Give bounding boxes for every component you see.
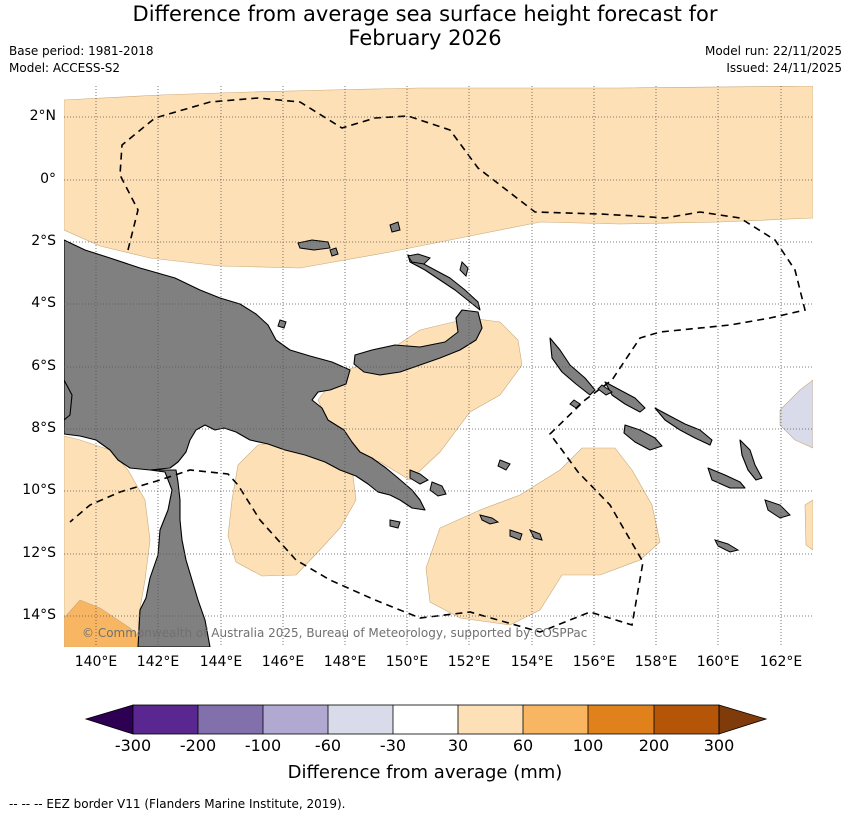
island-goodenough (409, 469, 429, 485)
issued-date: Issued: 24/11/2025 (726, 61, 842, 75)
lon-label-148e: 148°E (323, 654, 367, 670)
island-choiseul (597, 384, 613, 396)
colorbar-segment-3 (263, 705, 328, 734)
colorbar-tick-9: 200 (638, 736, 670, 755)
land-masses (64, 239, 763, 647)
land-solomon-malaita (654, 407, 713, 446)
map-area (64, 86, 813, 647)
lon-label-144e: 144°E (199, 654, 243, 670)
lat-label-10s: 10°S (22, 482, 56, 498)
anomaly-zone-west (64, 435, 151, 647)
colorbar-label: Difference from average (mm) (287, 762, 563, 783)
island-small-north-2 (329, 247, 339, 257)
island-small-north-1 (389, 221, 401, 233)
colorbar-segment-7 (523, 705, 588, 734)
colorbar-segment-6 (458, 705, 523, 734)
island-louisiade (509, 529, 523, 541)
lon-label-142e: 142°E (136, 654, 180, 670)
land-solomon-guadalcanal (623, 424, 663, 451)
island-rossel (528, 529, 543, 541)
lat-label-4s: 4°S (31, 295, 56, 311)
lat-label-14s: 14°S (22, 607, 56, 623)
anomaly-shading (64, 86, 813, 647)
land-new-britain (353, 309, 483, 376)
land-rennell (739, 439, 763, 481)
lon-label-156e: 156°E (572, 654, 616, 670)
land-solomon-makira (707, 467, 746, 489)
lon-label-158e: 158°E (634, 654, 678, 670)
island-small-east-2 (714, 539, 740, 553)
island-lihir (459, 261, 469, 277)
island-fergusson (429, 481, 447, 497)
eez-border (69, 97, 806, 633)
colorbar (84, 704, 768, 735)
eez-border-png-north (69, 97, 806, 633)
chart-title: Difference from average sea surface heig… (0, 2, 850, 50)
lon-label-146e: 146°E (261, 654, 305, 670)
lat-label-8s: 8°S (31, 420, 56, 436)
land-new-guinea (64, 239, 426, 511)
anomaly-zone-solomon-sea (425, 447, 661, 626)
island-new-hanover (407, 253, 431, 265)
lat-label-2s: 2°S (31, 233, 56, 249)
colorbar-tick-10: 300 (703, 736, 735, 755)
copyright-notice: © Commonwealth of Australia 2025, Bureau… (82, 626, 588, 640)
lon-label-152e: 152°E (447, 654, 491, 670)
land-new-ireland (407, 254, 481, 311)
lon-label-154e: 154°E (510, 654, 554, 670)
lon-label-160e: 160°E (696, 654, 740, 670)
lon-label-140e: 140°E (74, 654, 118, 670)
island-small-east-1 (764, 499, 791, 519)
lon-label-150e: 150°E (385, 654, 429, 670)
anomaly-zone-southwest-strong (64, 599, 151, 647)
island-misima (479, 514, 500, 525)
colorbar-tick-5: -30 (379, 736, 407, 755)
island-small-west-1 (277, 319, 287, 329)
colorbar-over-arrow (718, 704, 768, 735)
lat-label-2n: 2°N (29, 108, 56, 124)
island-manus (297, 239, 331, 251)
land-cape-york (137, 469, 211, 647)
title-line-2: February 2026 (348, 26, 502, 50)
meta-right: Model run: 22/11/2025 Issued: 24/11/2025 (705, 43, 842, 77)
lat-label-0: 0° (40, 171, 56, 187)
colorbar-tick-7: 60 (512, 736, 534, 755)
gridlines (64, 86, 813, 647)
title-line-1: Difference from average sea surface heig… (132, 2, 718, 26)
colorbar-segment-8 (588, 705, 654, 734)
island-trobriand (389, 519, 401, 529)
colorbar-tick-6: 30 (447, 736, 469, 755)
colorbar-tick-3: -100 (244, 736, 282, 755)
island-woodlark (497, 459, 511, 471)
colorbar-segment-5 (393, 705, 458, 734)
colorbar-segment-9 (654, 705, 719, 734)
lon-label-162e: 162°E (759, 654, 803, 670)
colorbar-segment-4 (328, 705, 393, 734)
model-run: Model run: 22/11/2025 (704, 44, 842, 58)
base-period: Base period: 1981-2018 (9, 44, 154, 58)
eez-legend-note: -- -- -- EEZ border V11 (Flanders Marine… (9, 797, 346, 811)
colorbar-under-arrow (84, 704, 134, 735)
colorbar-tick-4: -60 (314, 736, 342, 755)
small-islands (277, 221, 791, 553)
colorbar-tick-2: -200 (179, 736, 217, 755)
anomaly-zone-east-negative (779, 379, 813, 449)
colorbar-tick-8: 100 (572, 736, 604, 755)
lat-label-12s: 12°S (22, 545, 56, 561)
meta-left: Base period: 1981-2018 Model: ACCESS-S2 (9, 43, 154, 77)
colorbar-segment-1 (133, 705, 198, 734)
land-bougainville (549, 337, 596, 396)
model-name: Model: ACCESS-S2 (9, 61, 121, 75)
colorbar-tick-1: -300 (114, 736, 152, 755)
land-west-island (64, 379, 73, 421)
colorbar-segment-2 (198, 705, 263, 734)
land-solomon-santa-isabel (604, 381, 646, 413)
anomaly-zone-east-small (804, 499, 813, 551)
lat-label-6s: 6°S (31, 358, 56, 374)
